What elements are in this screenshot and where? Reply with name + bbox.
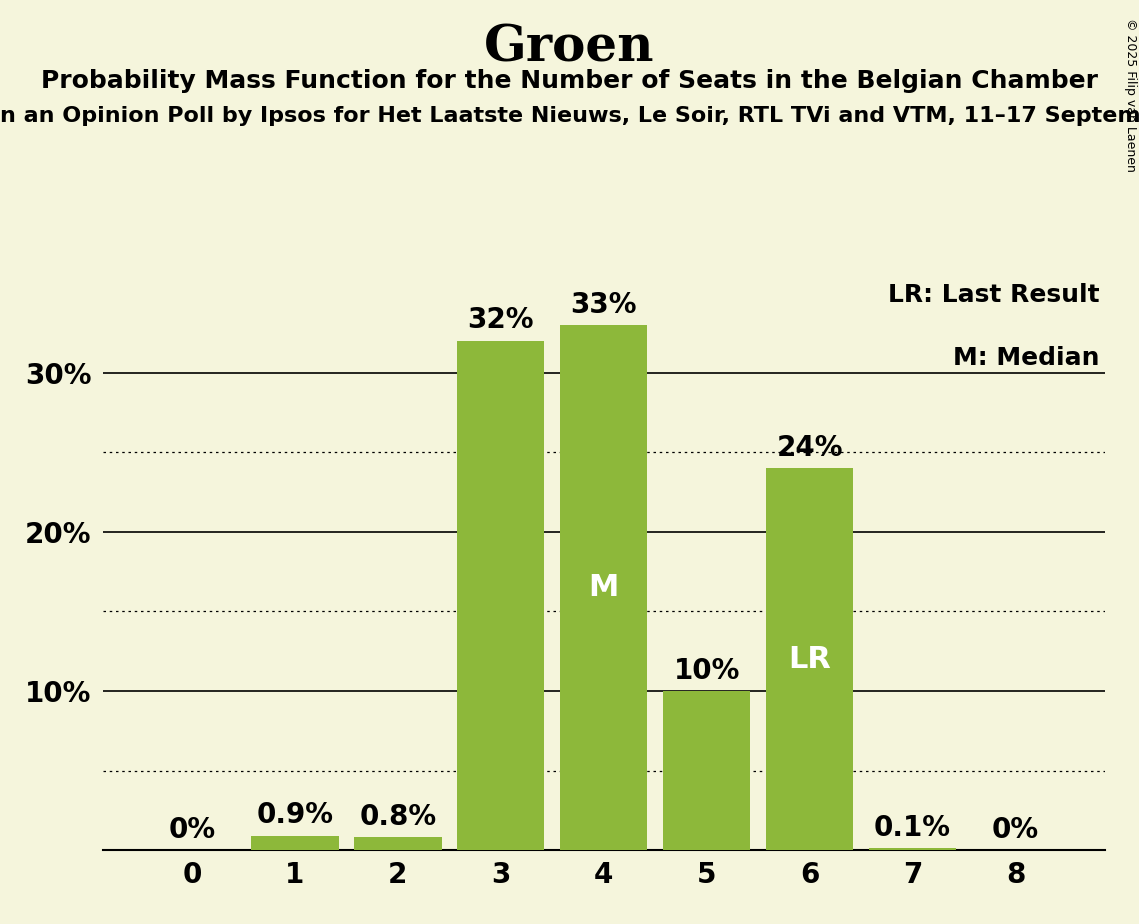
Text: LR: LR — [788, 645, 831, 674]
Text: © 2025 Filip van Laenen: © 2025 Filip van Laenen — [1124, 18, 1137, 173]
Text: 0%: 0% — [169, 816, 215, 844]
Text: M: M — [589, 573, 618, 602]
Bar — [663, 691, 751, 850]
Text: 10%: 10% — [673, 657, 740, 685]
Text: 0.9%: 0.9% — [256, 801, 334, 830]
Bar — [251, 835, 338, 850]
Text: 32%: 32% — [467, 307, 534, 334]
Text: LR: Last Result: LR: Last Result — [888, 283, 1100, 307]
Bar — [354, 837, 442, 850]
Text: 24%: 24% — [777, 433, 843, 462]
Bar — [560, 325, 647, 850]
Text: 33%: 33% — [571, 290, 637, 319]
Text: 0%: 0% — [992, 816, 1039, 844]
Bar — [457, 341, 544, 850]
Text: M: Median: M: Median — [953, 346, 1100, 370]
Text: 0.1%: 0.1% — [874, 814, 951, 842]
Text: n an Opinion Poll by Ipsos for Het Laatste Nieuws, Le Soir, RTL TVi and VTM, 11–: n an Opinion Poll by Ipsos for Het Laats… — [0, 106, 1139, 127]
Text: 0.8%: 0.8% — [359, 803, 436, 831]
Bar — [869, 848, 957, 850]
Text: Groen: Groen — [484, 23, 655, 72]
Bar — [765, 468, 853, 850]
Text: Probability Mass Function for the Number of Seats in the Belgian Chamber: Probability Mass Function for the Number… — [41, 69, 1098, 93]
